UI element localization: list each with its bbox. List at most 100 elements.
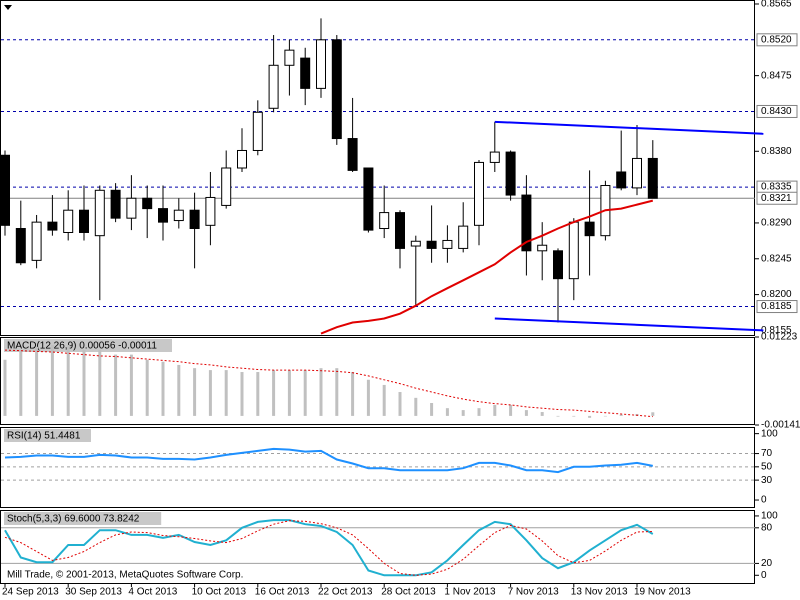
candle-body bbox=[410, 240, 421, 247]
candle-body bbox=[205, 196, 216, 226]
candle-body bbox=[300, 57, 311, 89]
y-tick-label: 0.8380 bbox=[761, 146, 792, 157]
last-price-box bbox=[756, 191, 798, 205]
histogram-bar bbox=[224, 370, 228, 416]
candle-body bbox=[632, 157, 642, 189]
level-box bbox=[756, 104, 798, 118]
series-line bbox=[4, 349, 653, 418]
panel-title-bg bbox=[4, 429, 91, 442]
candle-body bbox=[316, 39, 326, 89]
x-tick-label: 1 Nov 2013 bbox=[444, 587, 496, 598]
y-tick-label: 20 bbox=[761, 558, 773, 569]
series-line bbox=[4, 520, 653, 576]
histogram-bar bbox=[445, 408, 449, 416]
series-line bbox=[4, 447, 653, 474]
candle-body bbox=[363, 167, 374, 231]
y-tick-label: 0 bbox=[761, 570, 767, 581]
histogram-bar bbox=[651, 412, 655, 416]
histogram-bar bbox=[524, 410, 528, 416]
last-price-label: 0.8321 bbox=[761, 193, 792, 204]
panel-title: MACD(12,26,9) 0.00056 -0.00011 bbox=[7, 341, 157, 352]
candle-body bbox=[584, 221, 595, 237]
trend-line bbox=[494, 120, 764, 135]
histogram-bar bbox=[303, 370, 307, 416]
histogram-bar bbox=[603, 415, 607, 417]
histogram-bar bbox=[477, 408, 481, 416]
candle-body bbox=[395, 212, 405, 249]
candle-body bbox=[426, 240, 437, 249]
histogram-bar bbox=[82, 350, 86, 416]
copyright: Mill Trade, © 2001-2013, MetaQuotes Soft… bbox=[7, 570, 243, 581]
candle-body bbox=[521, 194, 532, 252]
y-tick-label: 0.8290 bbox=[761, 218, 792, 229]
candle-body bbox=[63, 209, 74, 233]
level-label: 0.8335 bbox=[761, 182, 792, 193]
candle-body bbox=[347, 138, 358, 171]
histogram-bar bbox=[287, 370, 291, 416]
x-tick-label: 28 Oct 2013 bbox=[381, 587, 436, 598]
candle-body bbox=[442, 239, 453, 249]
histogram-bar bbox=[114, 354, 118, 416]
level-label: 0.8185 bbox=[761, 301, 792, 312]
x-tick-label: 10 Oct 2013 bbox=[192, 587, 247, 598]
y-tick-label: 0.8565 bbox=[761, 0, 792, 10]
panel-title: Stoch(5,3,3) 69.6000 73.8242 bbox=[7, 514, 140, 525]
histogram-bar bbox=[50, 344, 54, 416]
histogram-bar bbox=[256, 372, 260, 416]
candle-body bbox=[15, 228, 26, 264]
candle-body bbox=[142, 197, 153, 210]
histogram-bar bbox=[129, 354, 133, 416]
x-tick-label: 24 Sep 2013 bbox=[2, 587, 59, 598]
histogram-bar bbox=[335, 368, 339, 416]
histogram-bar bbox=[556, 415, 560, 417]
x-tick-label: 13 Nov 2013 bbox=[571, 587, 628, 598]
candle-body bbox=[0, 154, 10, 226]
histogram-bar bbox=[19, 350, 23, 416]
candle-body bbox=[79, 209, 89, 233]
y-tick-label: 70 bbox=[761, 448, 773, 459]
histogram-bar bbox=[430, 403, 434, 416]
histogram-bar bbox=[193, 368, 197, 416]
y-tick-label: 30 bbox=[761, 475, 773, 486]
series-line bbox=[320, 199, 654, 335]
histogram-bar bbox=[3, 359, 7, 416]
histogram-bar bbox=[66, 344, 70, 416]
y-tick-label: 0.8245 bbox=[761, 253, 792, 264]
candle-body bbox=[474, 161, 484, 226]
panel-title-bg bbox=[4, 339, 172, 352]
candle-body bbox=[331, 39, 342, 140]
histogram-bar bbox=[145, 359, 149, 416]
y-tick-label: 0.8475 bbox=[761, 70, 792, 81]
x-tick-label: 16 Oct 2013 bbox=[255, 587, 310, 598]
macd-panel bbox=[0, 337, 755, 425]
y-tick-label: 0.8155 bbox=[761, 325, 792, 336]
histogram-bar bbox=[272, 370, 276, 416]
histogram-bar bbox=[382, 384, 386, 416]
candle-body bbox=[537, 244, 548, 252]
candle-body bbox=[94, 189, 105, 237]
candle-body bbox=[268, 64, 279, 109]
histogram-bar bbox=[509, 404, 513, 416]
x-tick-label: 19 Nov 2013 bbox=[634, 587, 691, 598]
candle-body bbox=[568, 221, 579, 280]
y-tick-label: 80 bbox=[761, 522, 773, 533]
panel-title: RSI(14) 51.4481 bbox=[7, 431, 81, 442]
candle-body bbox=[553, 250, 563, 280]
candle-body bbox=[110, 189, 121, 219]
y-tick-label: 0.01223 bbox=[761, 332, 798, 343]
histogram-bar bbox=[98, 350, 102, 416]
histogram-bar bbox=[319, 368, 323, 416]
rsi-panel bbox=[0, 427, 755, 508]
menu-arrow[interactable] bbox=[4, 5, 12, 10]
histogram-bar bbox=[161, 361, 165, 416]
candle-body bbox=[252, 111, 263, 151]
histogram-bar bbox=[366, 379, 370, 416]
y-tick-label: 0 bbox=[761, 495, 767, 506]
histogram-bar bbox=[414, 397, 418, 416]
candle-body bbox=[189, 209, 200, 230]
y-tick-label: 100 bbox=[761, 428, 778, 439]
candle-body bbox=[237, 149, 247, 169]
histogram-bar bbox=[177, 364, 181, 416]
